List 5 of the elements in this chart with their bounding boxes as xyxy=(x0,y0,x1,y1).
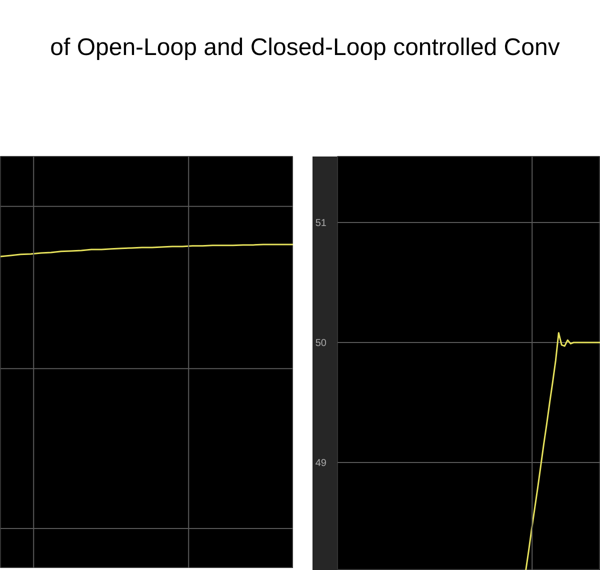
line-series xyxy=(525,332,600,570)
y-tick-label: 51 xyxy=(315,218,327,229)
y-tick-label: 50 xyxy=(315,338,327,349)
y-tick-label: 49 xyxy=(315,458,327,469)
chart-title: of Open-Loop and Closed-Loop controlled Conv xyxy=(50,33,560,63)
